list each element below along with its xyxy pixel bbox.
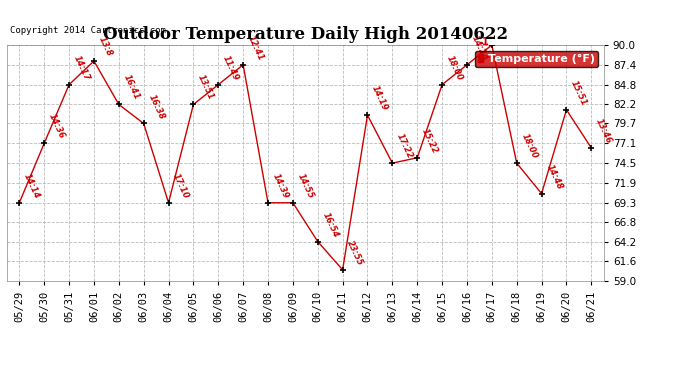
Text: 17:22: 17:22 [395,132,415,160]
Text: 16:54: 16:54 [321,211,340,239]
Text: 13:51: 13:51 [196,74,216,102]
Text: 14:36: 14:36 [47,112,66,141]
Text: 13:46: 13:46 [594,117,613,145]
Text: 13:8: 13:8 [97,35,114,58]
Text: Copyright 2014 Cartronics.com: Copyright 2014 Cartronics.com [10,26,166,35]
Text: 1: 1 [482,37,489,47]
Text: 11:49: 11:49 [221,54,241,82]
Text: 14:17: 14:17 [72,54,91,82]
Text: 23:55: 23:55 [346,239,365,267]
Text: 14:48: 14:48 [544,163,564,191]
Legend: Temperature (°F): Temperature (°F) [475,51,598,67]
Text: 16:41: 16:41 [121,74,141,102]
Text: 12:41: 12:41 [246,34,266,62]
Text: 18:00: 18:00 [445,54,464,82]
Text: 15:22: 15:22 [420,127,440,155]
Text: 14:39: 14:39 [270,172,290,200]
Title: Outdoor Temperature Daily High 20140622: Outdoor Temperature Daily High 20140622 [103,27,508,44]
Text: 16:38: 16:38 [146,93,166,121]
Text: 14:24: 14:24 [470,34,489,62]
Text: 14:14: 14:14 [22,172,41,200]
Text: 15:51: 15:51 [569,79,589,107]
Text: 14:55: 14:55 [296,172,315,200]
Text: 18:00: 18:00 [520,132,539,160]
Text: 17:10: 17:10 [171,172,191,200]
Text: 14:19: 14:19 [371,84,390,112]
